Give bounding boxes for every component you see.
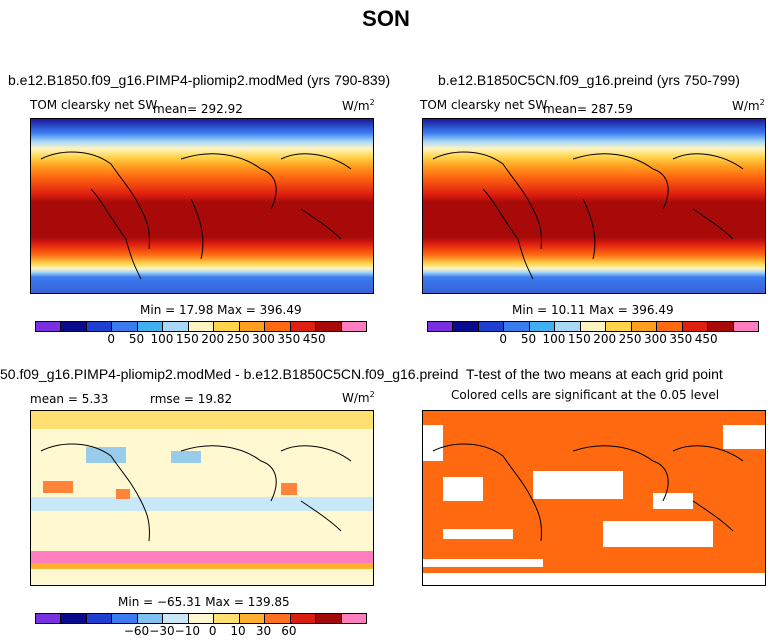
panel1-case-title: b.e12.B1850.f09_g16.PIMP4-pliomip2.modMe… [8,72,391,88]
panel2-colorbar-swatch [555,322,581,331]
panel3-colorbar-swatch [163,614,189,623]
panel3-colorbar-swatch [61,614,87,623]
panel1-map [30,118,374,294]
panel1-colorbar-swatch [214,322,240,331]
panel1-colorbar-swatch [316,322,342,331]
panel2-colorbar-swatch [504,322,530,331]
panel3-colorbar-swatch [188,614,215,623]
panel3-case-title: 50.f09_g16.PIMP4-pliomip2.modMed - b.e12… [0,366,459,382]
panel3-colorbar-swatch [265,614,291,623]
panel3-minmax: Min = −65.31 Max = 139.85 [118,595,290,609]
panel3-colorbar-tick-label: −30 [149,624,175,638]
panel4-subtitle: Colored cells are significant at the 0.0… [451,388,720,402]
panel1-mean: mean= 292.92 [153,102,243,116]
panel1-colorbar-tick-label: 50 [128,332,145,346]
panel4-map-svg [423,411,765,585]
panel1-colorbar-tick-label: 350 [277,332,301,346]
panel1-colorbar-swatch [112,322,138,331]
panel1-colorbar-swatch [188,322,215,331]
panel1-units: W/m2 [342,98,375,113]
panel2-colorbar-swatch [478,322,505,331]
panel3-colorbar-swatch [239,614,266,623]
panel2-colorbar-tick-label: 100 [542,332,566,346]
panel1-colorbar-tick-label: 250 [226,332,250,346]
panel3-colorbar-swatch [86,614,113,623]
panel3-colorbar-swatch [341,614,367,623]
panel4-title: T-test of the two means at each grid poi… [466,366,723,382]
panel2-case-title: b.e12.B1850C5CN.f09_g16.preind (yrs 750-… [438,72,740,88]
panel2-colorbar-swatch [631,322,658,331]
panel1-colorbar-swatch [163,322,189,331]
panel1-colorbar-tick-label: 200 [201,332,225,346]
panel3-colorbar [35,613,367,624]
panel2-colorbar-tick-label: 50 [520,332,537,346]
panel2-colorbar-swatch [428,322,454,331]
panel2-colorbar-swatch [529,322,556,331]
panel2-mean: mean= 287.59 [543,102,633,116]
panel1-colorbar [35,321,367,332]
panel2-colorbar-swatch [580,322,607,331]
panel3-colorbar-swatch [290,614,317,623]
panel3-colorbar-swatch [214,614,240,623]
panel3-colorbar-swatch [112,614,138,623]
panel2-colorbar-swatch [606,322,632,331]
panel3-colorbar-tick-label: −10 [174,624,200,638]
panel1-colorbar-tick-label: 0 [107,332,115,346]
panel1-variable: TOM clearsky net SW [30,98,158,112]
panel1-colorbar-tick-label: 450 [302,332,326,346]
panel3-units: W/m2 [342,390,375,405]
panel2-colorbar-swatch [733,322,759,331]
panel1-map-svg [31,119,373,293]
panel2-colorbar [427,321,759,332]
panel3-colorbar-tick-label: 60 [281,624,297,638]
panel3-rmse: rmse = 19.82 [150,392,233,406]
panel1-colorbar-swatch [61,322,87,331]
panel2-minmax: Min = 10.11 Max = 396.49 [512,303,674,317]
panel1-colorbar-tick-label: 300 [252,332,275,346]
panel2-colorbar-swatch [453,322,479,331]
figure-title: SON [362,6,410,31]
panel2-colorbar-tick-label: 150 [567,332,591,346]
panel2-colorbar-tick-label: 200 [593,332,617,346]
panel1-colorbar-swatch [265,322,291,331]
panel3-colorbar-swatch [316,614,342,623]
panel3-map-svg [31,411,373,585]
panel2-colorbar-tick-label: 250 [618,332,642,346]
panel3-colorbar-swatch [137,614,164,623]
panel2-colorbar-swatch [682,322,709,331]
panel1-colorbar-swatch [290,322,317,331]
panel2-colorbar-tick-label: 350 [669,332,693,346]
panel2-units: W/m2 [732,98,765,113]
panel2-colorbar-swatch [708,322,734,331]
panel1-colorbar-tick-label: 150 [175,332,199,346]
panel3-colorbar-tick-label: 30 [255,624,272,638]
panel3-colorbar-labels: −60 −30 −10 0 10 30 60 [35,624,365,638]
panel2-colorbar-tick-label: 450 [694,332,718,346]
panel1-colorbar-swatch [36,322,62,331]
panel1-colorbar-swatch [341,322,367,331]
panel1-minmax: Min = 17.98 Max = 396.49 [140,303,302,317]
panel2-map-svg [423,119,765,293]
panel3-map [30,410,374,586]
panel2-colorbar-tick-label: 0 [499,332,507,346]
panel2-map [422,118,766,294]
panel1-colorbar-labels: 0 50 100 150 200 250 300 350 450 [35,332,365,346]
panel2-colorbar-swatch [657,322,683,331]
panel3-mean: mean = 5.33 [30,392,109,406]
panel1-colorbar-tick-label: 100 [150,332,174,346]
panel2-colorbar-tick-label: 300 [644,332,667,346]
panel3-colorbar-tick-label: 10 [230,624,246,638]
panel2-colorbar-labels: 0 50 100 150 200 250 300 350 450 [427,332,757,346]
panel4-map [422,410,766,586]
panel1-colorbar-swatch [137,322,164,331]
panel3-colorbar-tick-label: −60 [123,624,150,638]
panel3-colorbar-tick-label: 0 [208,624,217,638]
panel1-colorbar-swatch [86,322,113,331]
panel1-colorbar-swatch [239,322,266,331]
panel3-colorbar-swatch [36,614,62,623]
panel2-variable: TOM clearsky net SW [420,98,548,112]
